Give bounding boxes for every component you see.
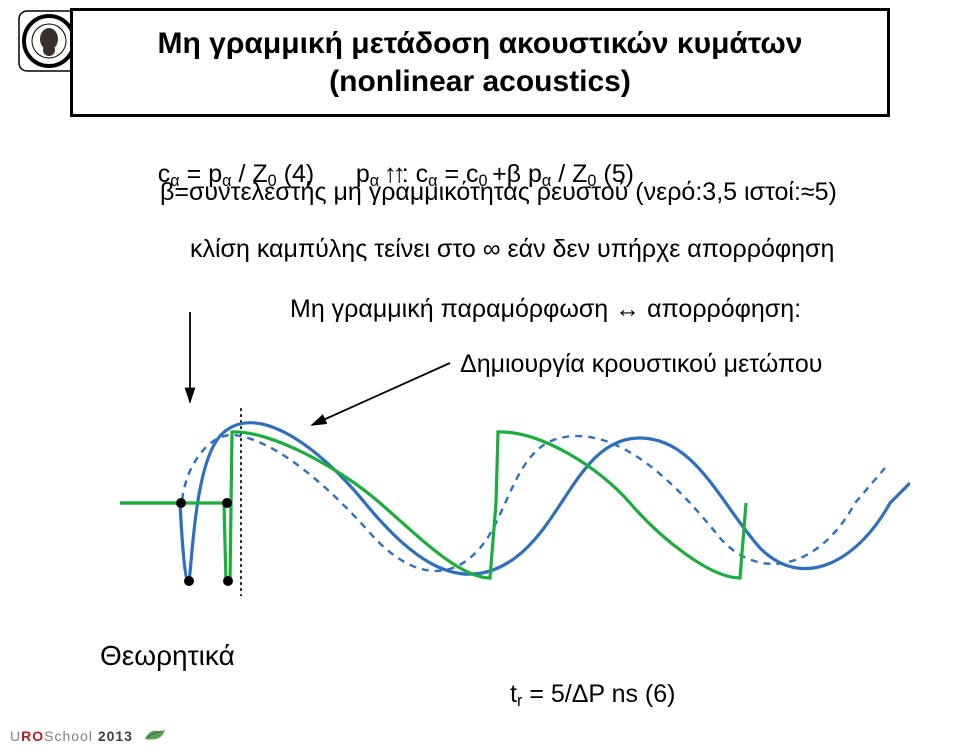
footer-brand: UROSchool 2013 [10, 727, 166, 744]
wave-blue [120, 423, 910, 583]
theoretical-label: Θεωρητικά [100, 640, 235, 672]
leaf-icon [144, 727, 166, 744]
wave-diagram [120, 408, 910, 598]
tr-equation: tr = 5/ΔP ns (6) [510, 680, 676, 711]
wave-green [120, 432, 746, 583]
wave-dashed-blue [120, 435, 885, 571]
